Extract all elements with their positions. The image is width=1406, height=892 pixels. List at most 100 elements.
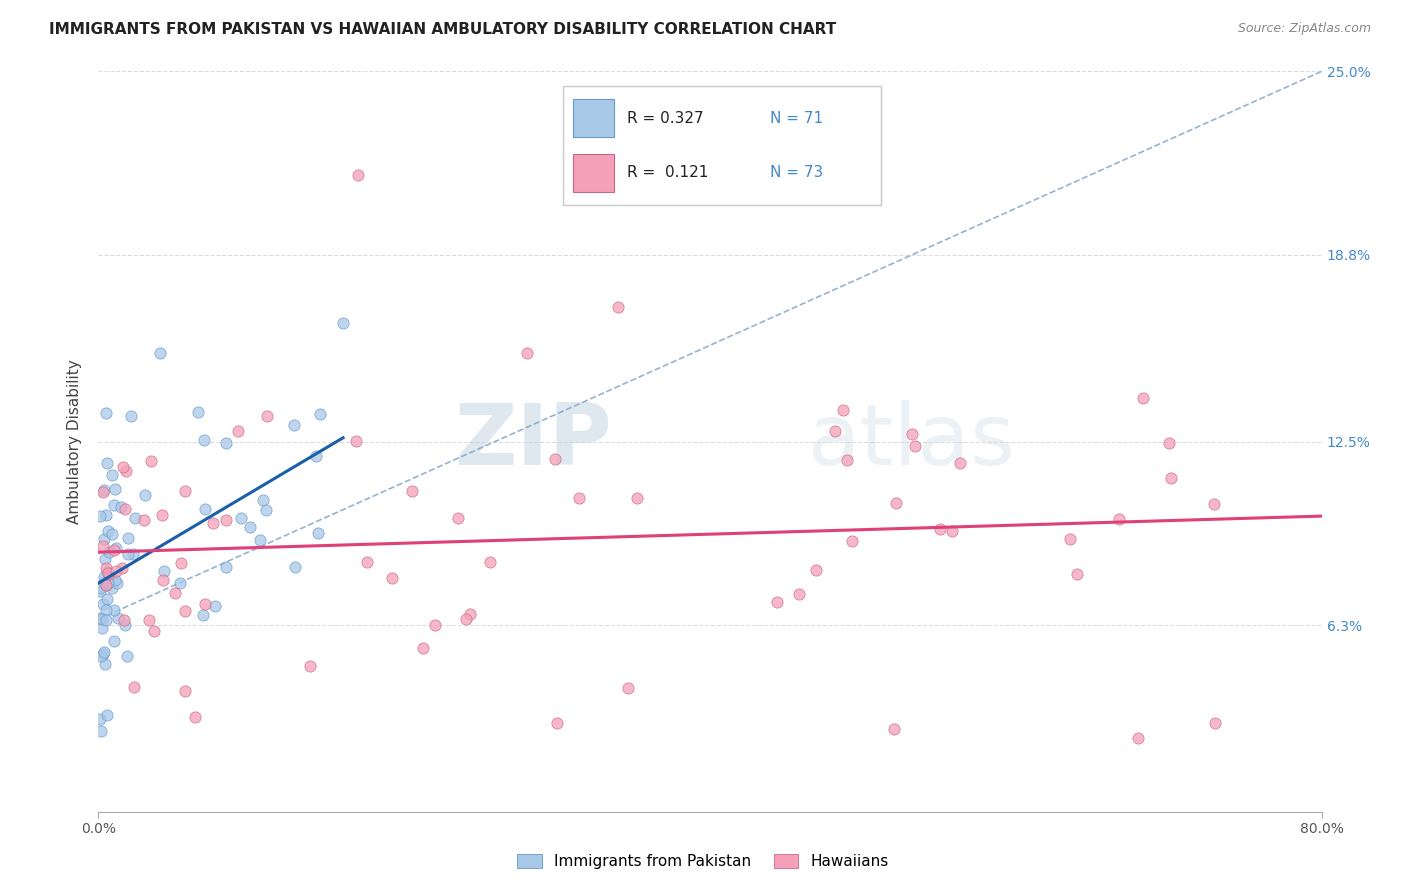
Point [103,543,125,558]
Point [204,599,226,613]
Point [479,556,502,570]
Point [163,585,186,599]
Point [112,613,135,627]
Point [100,527,122,541]
Point [309,408,332,422]
Point [93,645,115,659]
Point [401,484,423,499]
Point [544,452,567,467]
Point [169,576,191,591]
Point [98,567,121,582]
Point [122,680,145,694]
Point [143,624,166,638]
Point [90,724,112,739]
Point [1128,731,1150,745]
Point [901,426,924,441]
Point [215,436,238,450]
Point [425,618,447,632]
Point [305,450,328,464]
Point [141,453,163,467]
Point [103,634,125,648]
Point [94,614,117,628]
Point [191,607,214,622]
Point [138,614,160,628]
Point [94,560,117,574]
Point [346,434,368,448]
Point [283,418,305,433]
Point [150,508,173,523]
Point [804,563,827,577]
Point [132,513,155,527]
Point [93,532,115,546]
Point [122,547,145,561]
Point [89,712,111,726]
Point [91,611,114,625]
Point [229,511,252,525]
Point [152,574,174,588]
Point [93,575,115,590]
Point [153,564,176,578]
Point [516,345,538,359]
Point [835,453,858,467]
Point [347,168,370,182]
Point [170,556,193,570]
Point [115,464,138,478]
Point [117,531,139,545]
Point [117,547,139,561]
Point [89,611,111,625]
Point [546,715,568,730]
Point [456,612,478,626]
Legend: Immigrants from Pakistan, Hawaiians: Immigrants from Pakistan, Hawaiians [510,847,896,875]
Point [103,498,125,512]
Point [1160,471,1182,485]
Point [307,526,329,541]
Point [187,405,209,419]
Point [831,403,853,417]
Point [381,571,404,585]
Point [94,407,117,421]
Point [249,533,271,547]
Point [149,345,172,359]
Point [787,586,810,600]
Point [91,597,114,611]
Point [114,502,136,516]
Point [194,597,217,611]
Point [606,300,628,314]
Point [184,709,207,723]
Point [104,573,127,587]
Point [460,607,482,622]
Point [97,524,120,538]
Point [883,722,905,736]
Point [256,409,278,424]
Point [89,583,111,598]
Point [134,488,156,502]
Text: ZIP: ZIP [454,400,612,483]
Point [332,316,354,330]
Point [89,582,111,596]
Point [1157,435,1180,450]
Point [94,577,117,591]
Point [904,439,927,453]
Point [226,424,249,438]
Point [94,578,117,592]
Point [1066,566,1088,581]
Point [94,603,117,617]
Point [616,681,638,696]
Point [412,641,434,656]
Point [238,520,260,534]
Point [841,534,863,549]
Point [174,604,197,618]
Point [254,503,277,517]
Point [214,513,236,527]
Point [96,708,118,723]
Point [96,508,118,522]
Point [97,544,120,558]
Point [284,560,307,574]
Point [107,611,129,625]
Point [568,491,591,505]
Point [91,539,114,553]
Text: IMMIGRANTS FROM PAKISTAN VS HAWAIIAN AMBULATORY DISABILITY CORRELATION CHART: IMMIGRANTS FROM PAKISTAN VS HAWAIIAN AMB… [49,22,837,37]
Text: atlas: atlas [808,400,1017,483]
Point [90,622,112,636]
Point [884,495,907,509]
